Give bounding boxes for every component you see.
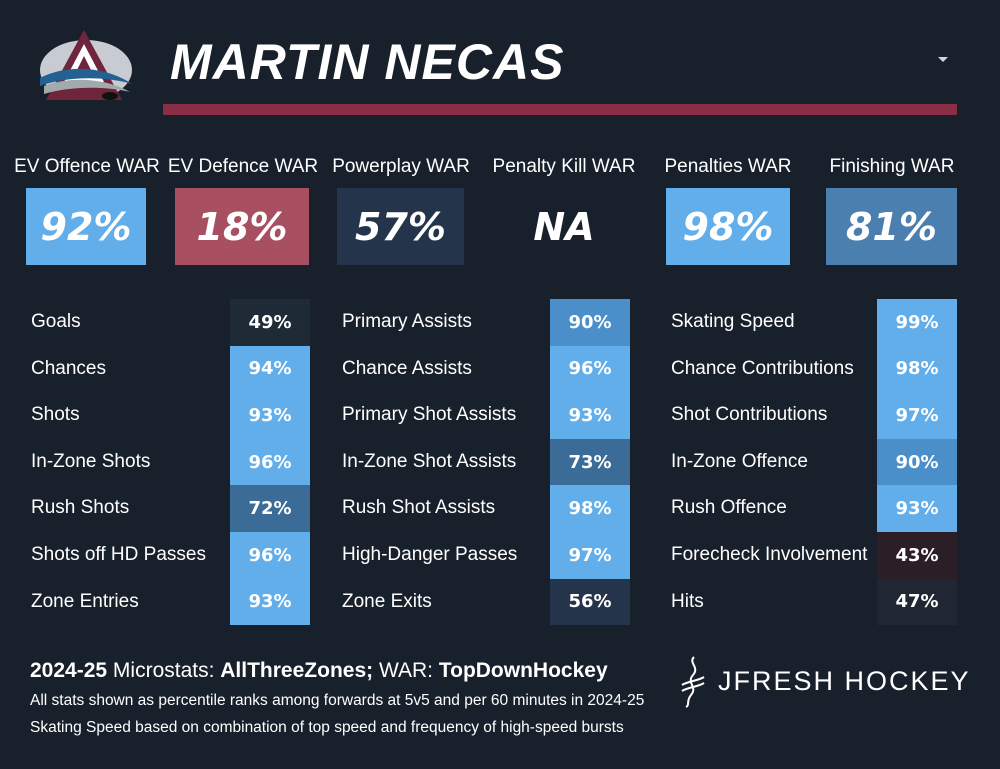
war-label-penalty-kill: Penalty Kill WAR	[492, 156, 636, 177]
player-name: MARTIN NECAS	[170, 34, 565, 90]
stat-value-shots: 93%	[230, 392, 310, 439]
stat-label-chances: Chances	[31, 357, 106, 379]
stat-value-rush-shot-assists: 98%	[550, 485, 630, 532]
stat-value-rush-offence: 93%	[877, 485, 957, 532]
war-label-finishing: Finishing WAR	[829, 156, 955, 177]
dropdown-caret-icon[interactable]	[938, 57, 948, 62]
team-logo	[40, 30, 132, 100]
stat-label-forecheck-involvement: Forecheck Involvement	[671, 544, 868, 565]
stat-value-chance-contributions: 98%	[877, 345, 957, 393]
stat-label-primary-assists: Primary Assists	[342, 311, 472, 332]
stat-label-zone-exits: Zone Exits	[342, 590, 432, 612]
stat-label-primary-shot-assists: Primary Shot Assists	[342, 404, 517, 426]
war-value-penalty-kill: NA	[533, 204, 595, 249]
stat-value-zone-exits: 56%	[550, 578, 630, 626]
stat-value-in-zone-shots: 96%	[230, 438, 310, 486]
stat-label-hits: Hits	[671, 590, 704, 612]
stat-label-shot-contributions: Shot Contributions	[671, 404, 828, 426]
stat-value-goals: 49%	[230, 299, 310, 346]
stat-value-chances: 94%	[230, 345, 310, 393]
stat-value-in-zone-shot-assists: 73%	[550, 438, 630, 486]
stat-label-rush-shots: Rush Shots	[31, 497, 130, 519]
stat-label-in-zone-shot-assists: In-Zone Shot Assists	[342, 450, 517, 472]
war-value-powerplay: 57%	[337, 188, 464, 265]
war-label-ev-offence: EV Offence WAR	[14, 156, 160, 177]
footer-microstats-source: AllThreeZones;	[220, 659, 374, 682]
stat-value-zone-entries: 93%	[230, 578, 310, 626]
stat-label-shots-off-hd-passes: Shots off HD Passes	[31, 544, 206, 565]
stat-label-in-zone-shots: In-Zone Shots	[31, 450, 151, 472]
stat-label-rush-offence: Rush Offence	[671, 497, 787, 519]
stat-value-primary-shot-assists: 93%	[550, 392, 630, 439]
stat-value-hits: 47%	[877, 578, 957, 626]
stat-label-zone-entries: Zone Entries	[31, 590, 139, 612]
footer-sources: 2024-25 Microstats: AllThreeZones; WAR: …	[30, 659, 608, 683]
stat-label-goals: Goals	[31, 311, 81, 332]
stat-value-in-zone-offence: 90%	[877, 438, 957, 486]
brand-name: JFRESH HOCKEY	[718, 666, 971, 696]
stat-label-chance-assists: Chance Assists	[342, 357, 472, 379]
stat-value-skating-speed: 99%	[877, 299, 957, 346]
war-label-powerplay: Powerplay WAR	[332, 156, 470, 177]
war-label-penalties: Penalties WAR	[664, 156, 792, 177]
stat-label-chance-contributions: Chance Contributions	[671, 357, 854, 379]
stat-label-skating-speed: Skating Speed	[671, 311, 795, 332]
brand-logo-icon	[681, 656, 705, 708]
stat-value-high-danger-passes: 97%	[550, 532, 630, 579]
stat-label-high-danger-passes: High-Danger Passes	[342, 544, 518, 565]
footer-season: 2024-25	[30, 659, 108, 682]
stat-value-primary-assists: 90%	[550, 299, 630, 346]
title-underline	[163, 104, 957, 115]
war-value-penalties: 98%	[666, 188, 790, 265]
footer-note-percentiles: All stats shown as percentile ranks amon…	[30, 692, 645, 709]
stat-value-chance-assists: 96%	[550, 345, 630, 393]
stat-value-shot-contributions: 97%	[877, 392, 957, 439]
stat-label-shots: Shots	[31, 404, 80, 426]
stat-label-in-zone-offence: In-Zone Offence	[671, 450, 808, 472]
footer-note-skating-speed: Skating Speed based on combination of to…	[30, 719, 624, 736]
footer-war-text: WAR:	[373, 659, 439, 682]
footer-war-source: TopDownHockey	[438, 659, 608, 682]
footer-microstats-text: Microstats:	[107, 659, 221, 682]
stat-value-rush-shots: 72%	[230, 485, 310, 532]
war-label-ev-defence: EV Defence WAR	[167, 156, 319, 177]
war-value-ev-offence: 92%	[26, 188, 146, 265]
stat-value-forecheck-involvement: 43%	[877, 532, 957, 579]
war-value-ev-defence: 18%	[175, 188, 309, 265]
stat-label-rush-shot-assists: Rush Shot Assists	[342, 497, 496, 519]
stat-value-shots-off-hd-passes: 96%	[230, 532, 310, 579]
war-value-finishing: 81%	[826, 188, 957, 265]
